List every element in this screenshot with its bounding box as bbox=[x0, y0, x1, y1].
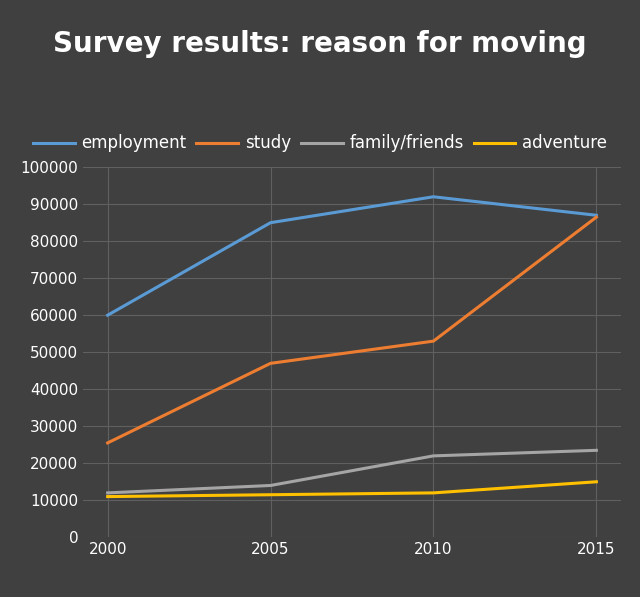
family/friends bbox=[429, 453, 437, 460]
family/friends bbox=[593, 447, 600, 454]
employment bbox=[429, 193, 437, 201]
study bbox=[267, 360, 275, 367]
study bbox=[104, 439, 111, 447]
family/friends bbox=[104, 490, 111, 497]
family/friends bbox=[267, 482, 275, 489]
employment bbox=[267, 219, 275, 226]
Text: Survey results: reason for moving: Survey results: reason for moving bbox=[53, 30, 587, 58]
adventure bbox=[429, 490, 437, 497]
Legend: employment, study, family/friends, adventure: employment, study, family/friends, adven… bbox=[26, 128, 614, 159]
Line: adventure: adventure bbox=[108, 482, 596, 497]
adventure bbox=[267, 491, 275, 498]
Line: employment: employment bbox=[108, 197, 596, 315]
study bbox=[429, 337, 437, 344]
adventure bbox=[593, 478, 600, 485]
employment bbox=[593, 212, 600, 219]
Line: family/friends: family/friends bbox=[108, 450, 596, 493]
Line: study: study bbox=[108, 217, 596, 443]
employment bbox=[104, 312, 111, 319]
adventure bbox=[104, 493, 111, 500]
study bbox=[593, 214, 600, 221]
